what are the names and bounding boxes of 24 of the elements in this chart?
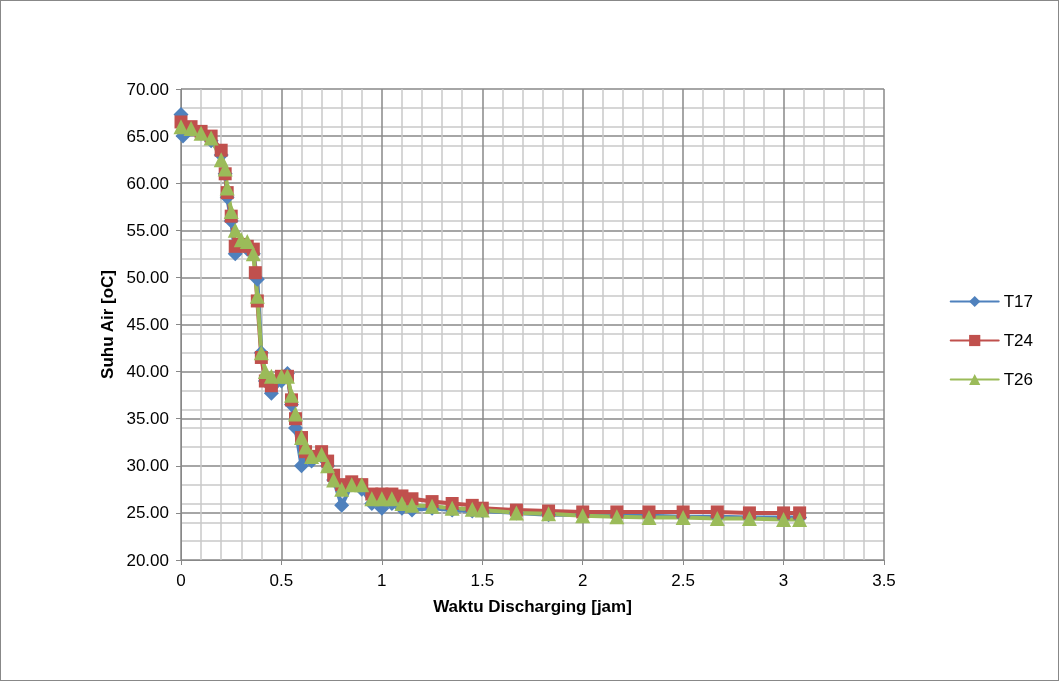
y-tick-label: 40.00 — [126, 362, 169, 382]
y-tick-label: 20.00 — [126, 550, 169, 570]
x-tick-label: 3.5 — [872, 571, 896, 590]
y-tick-label: 25.00 — [126, 503, 169, 523]
legend-label: T24 — [1003, 331, 1033, 350]
legend-label: T17 — [1003, 292, 1033, 311]
y-tick-label: 60.00 — [126, 173, 169, 193]
x-tick-label: 2 — [577, 571, 588, 590]
x-tick-label: 3 — [778, 571, 789, 590]
y-tick-label: 70.00 — [126, 79, 169, 99]
y-tick-label: 30.00 — [126, 456, 169, 476]
y-tick-label: 45.00 — [126, 315, 169, 334]
x-axis-title: Waktu Discharging [jam] — [433, 597, 632, 616]
y-tick-label: 55.00 — [126, 220, 169, 240]
x-tick-label: 0 — [176, 571, 186, 590]
x-tick-label: 1.5 — [470, 571, 495, 590]
x-tick-label: 1 — [377, 571, 387, 590]
y-tick-label: 35.00 — [126, 409, 169, 429]
legend-label: T26 — [1003, 370, 1033, 389]
x-tick-label: 2.5 — [671, 571, 695, 590]
y-tick-label: 65.00 — [126, 126, 169, 146]
x-tick-label: 0.5 — [269, 571, 294, 590]
y-axis-title: Suhu Air [oC] — [97, 270, 117, 379]
y-tick-label: 50.00 — [126, 267, 169, 287]
